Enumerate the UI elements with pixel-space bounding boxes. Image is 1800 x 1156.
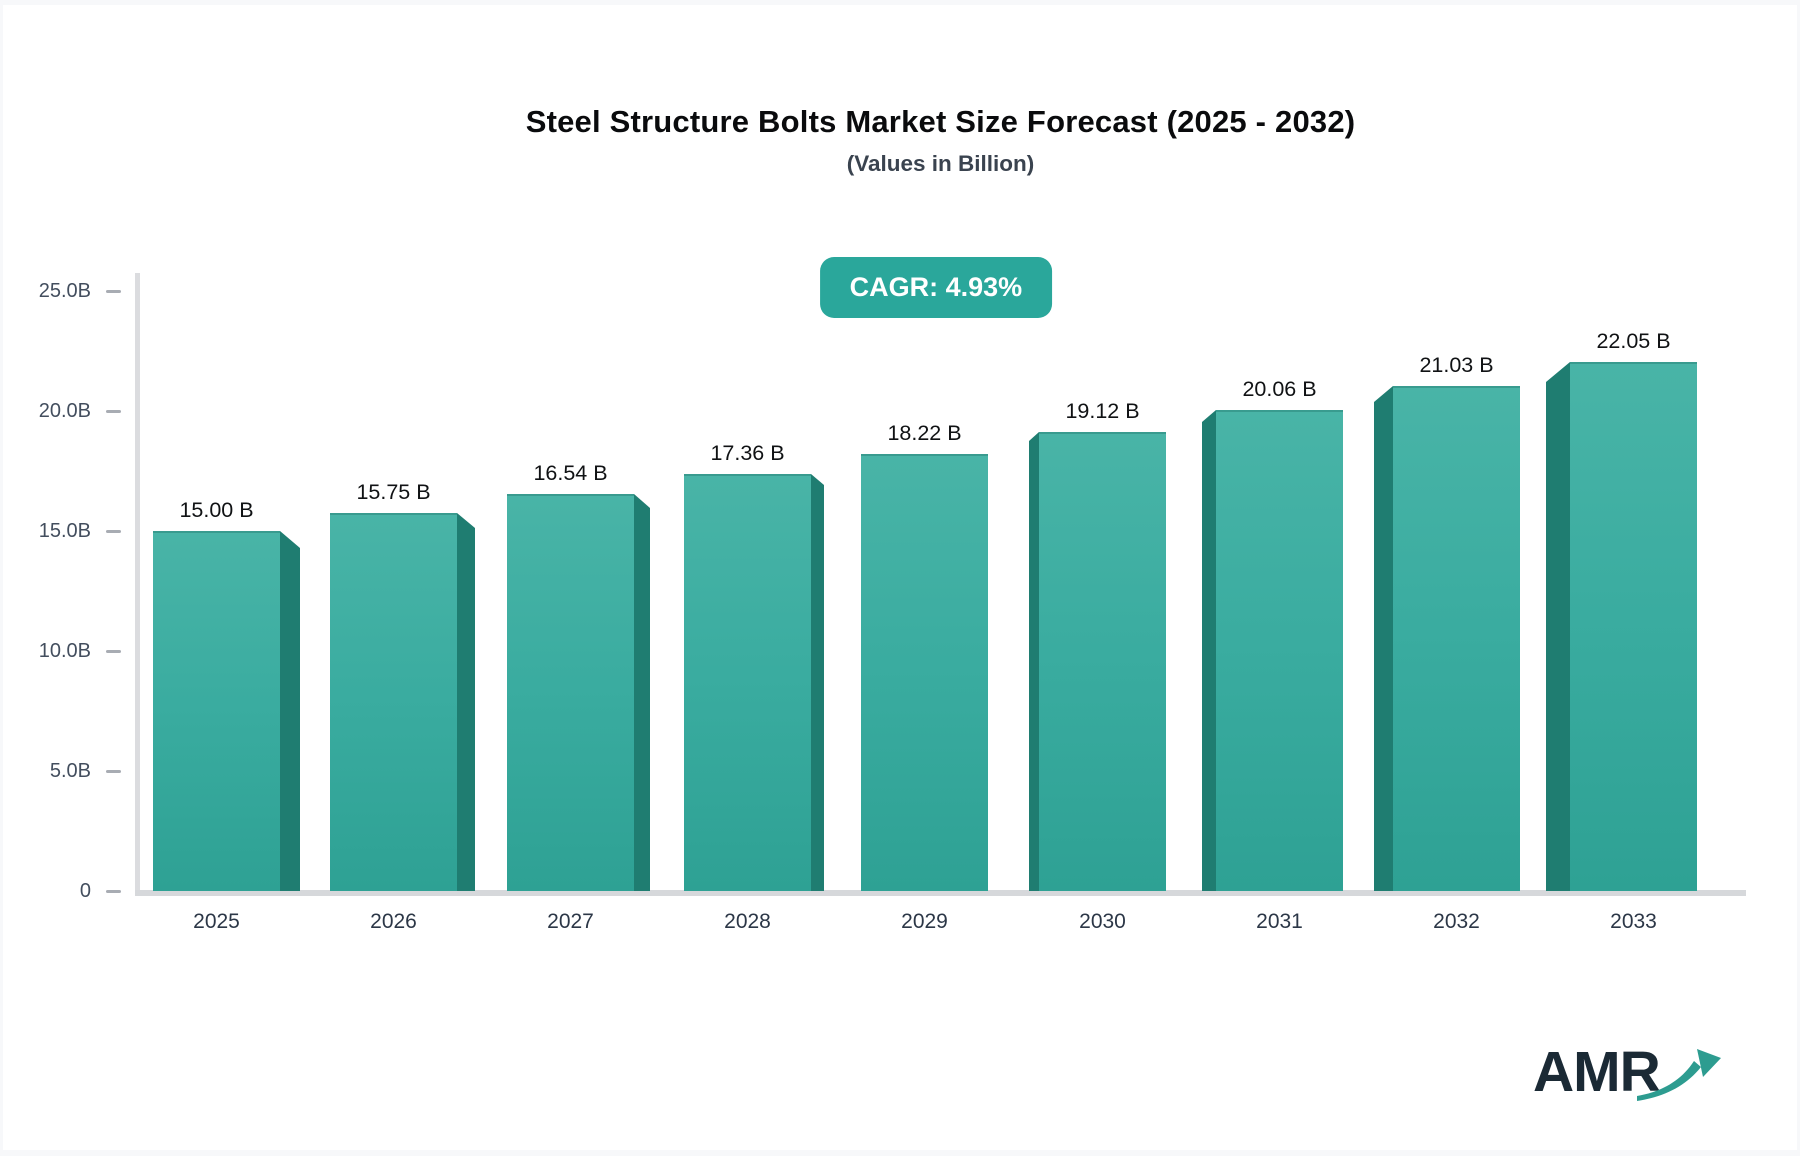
growth-arrow-icon [1637, 1049, 1721, 1101]
x-category-label: 2026 [370, 910, 417, 933]
bar-side-3d [634, 494, 650, 891]
x-category-label: 2033 [1610, 910, 1657, 933]
bar-value-label: 17.36 B [710, 441, 785, 465]
bar-side-3d [811, 474, 824, 891]
bar-2029 [861, 454, 988, 891]
x-axis-baseline [135, 890, 1746, 896]
amr-logo: AMR [1515, 1027, 1755, 1122]
x-category-label: 2031 [1256, 910, 1303, 933]
y-tick-mark [106, 530, 121, 533]
bar-side-3d [1029, 432, 1039, 891]
bar-value-label: 20.06 B [1242, 377, 1317, 401]
bar-value-label: 16.54 B [533, 461, 608, 485]
bar-side-3d [280, 531, 300, 891]
bar-2033 [1570, 362, 1697, 891]
bar-2031 [1216, 410, 1343, 891]
chart-card: Steel Structure Bolts Market Size Foreca… [3, 5, 1797, 1150]
bar-2028 [684, 474, 811, 891]
bar-chart: 25.0B 20.0B 15.0B 10.0B 5.0B 0 15.00 B 2025 15.7… [3, 5, 1800, 1156]
x-category-label: 2032 [1433, 910, 1480, 933]
y-tick-mark [106, 290, 121, 293]
amr-logo-text: AMR [1533, 1040, 1661, 1104]
y-tick-mark [106, 650, 121, 653]
bar-side-3d [1202, 410, 1216, 891]
bar-value-label: 18.22 B [887, 421, 962, 445]
chart-subtitle: (Values in Billion) [846, 151, 1035, 176]
y-tick-label: 0 [79, 880, 91, 902]
bar-2027 [507, 494, 634, 891]
cagr-badge: CAGR: 4.93% [819, 257, 1053, 318]
x-category-label: 2025 [193, 910, 240, 933]
y-tick-mark [106, 770, 121, 773]
y-axis-line [135, 273, 140, 896]
chart-title: Steel Structure Bolts Market Size Foreca… [525, 104, 1356, 139]
bar-value-label: 21.03 B [1419, 353, 1494, 377]
bar-value-label: 19.12 B [1065, 399, 1140, 423]
bar-2032 [1393, 386, 1520, 891]
y-tick-label: 10.0B [38, 640, 91, 662]
bar-2030 [1039, 432, 1166, 891]
y-tick-mark [106, 890, 121, 893]
chart-header: Steel Structure Bolts Market Size Foreca… [135, 5, 1746, 318]
y-tick-label: 5.0B [49, 760, 91, 782]
bar-value-label: 15.00 B [179, 498, 254, 522]
bar-2026 [330, 513, 457, 891]
x-category-label: 2029 [901, 910, 948, 933]
bar-value-label: 15.75 B [356, 480, 431, 504]
y-tick-label: 25.0B [38, 280, 91, 302]
x-category-label: 2030 [1079, 910, 1126, 933]
x-category-label: 2027 [547, 910, 594, 933]
y-tick-label: 20.0B [38, 400, 91, 422]
bar-side-3d [457, 513, 475, 891]
y-tick-mark [106, 410, 121, 413]
bar-value-label: 22.05 B [1596, 329, 1671, 353]
bar-side-3d [1546, 362, 1570, 891]
bar-side-3d [1374, 386, 1393, 891]
y-tick-label: 15.0B [38, 520, 91, 542]
x-category-label: 2028 [724, 910, 771, 933]
bar-2025 [153, 531, 280, 891]
